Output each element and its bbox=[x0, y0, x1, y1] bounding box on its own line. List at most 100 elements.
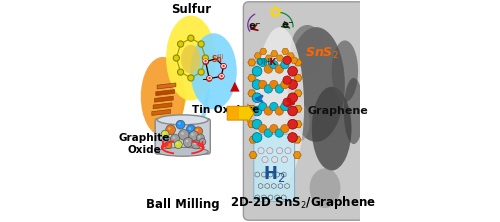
Circle shape bbox=[194, 142, 196, 145]
Ellipse shape bbox=[190, 33, 237, 109]
Circle shape bbox=[178, 41, 184, 47]
Circle shape bbox=[288, 119, 298, 129]
Circle shape bbox=[192, 140, 200, 149]
Circle shape bbox=[258, 125, 267, 133]
Circle shape bbox=[282, 157, 288, 163]
Text: Tin Oxalate: Tin Oxalate bbox=[192, 105, 260, 115]
Text: ▲: ▲ bbox=[230, 79, 240, 92]
Polygon shape bbox=[153, 103, 172, 109]
Circle shape bbox=[252, 80, 262, 89]
Circle shape bbox=[288, 80, 298, 89]
Polygon shape bbox=[276, 55, 283, 61]
Circle shape bbox=[264, 129, 272, 137]
Circle shape bbox=[196, 134, 204, 142]
Circle shape bbox=[194, 127, 202, 136]
Circle shape bbox=[188, 35, 194, 41]
Ellipse shape bbox=[141, 57, 185, 136]
Polygon shape bbox=[152, 109, 171, 115]
Ellipse shape bbox=[291, 25, 324, 73]
Circle shape bbox=[189, 131, 198, 141]
Circle shape bbox=[285, 148, 291, 154]
Text: ✿: ✿ bbox=[268, 5, 281, 20]
Text: 2D-2D SnS$_2$/Graphene: 2D-2D SnS$_2$/Graphene bbox=[230, 194, 376, 211]
Polygon shape bbox=[248, 74, 256, 81]
Circle shape bbox=[275, 107, 283, 115]
Text: ·K: ·K bbox=[266, 58, 277, 67]
Circle shape bbox=[163, 132, 165, 134]
Circle shape bbox=[178, 123, 180, 125]
Circle shape bbox=[288, 93, 298, 103]
Circle shape bbox=[252, 133, 262, 142]
Circle shape bbox=[176, 120, 185, 129]
Circle shape bbox=[264, 107, 272, 115]
Circle shape bbox=[174, 141, 182, 149]
Circle shape bbox=[178, 69, 184, 75]
FancyArrow shape bbox=[228, 106, 239, 120]
Text: Graphite
Oxide: Graphite Oxide bbox=[119, 133, 170, 155]
Circle shape bbox=[283, 56, 292, 64]
Circle shape bbox=[280, 125, 289, 133]
Circle shape bbox=[188, 75, 194, 81]
Circle shape bbox=[181, 132, 184, 135]
Circle shape bbox=[270, 80, 278, 89]
Circle shape bbox=[168, 127, 170, 130]
Circle shape bbox=[252, 106, 262, 116]
Circle shape bbox=[198, 41, 204, 47]
Circle shape bbox=[184, 137, 193, 147]
Circle shape bbox=[188, 127, 191, 130]
Ellipse shape bbox=[344, 78, 364, 144]
Circle shape bbox=[283, 76, 292, 84]
Text: ⁻: ⁻ bbox=[263, 61, 266, 67]
Circle shape bbox=[173, 55, 180, 61]
Circle shape bbox=[252, 93, 262, 103]
Polygon shape bbox=[265, 55, 272, 61]
Circle shape bbox=[258, 148, 264, 154]
Circle shape bbox=[275, 65, 283, 73]
Circle shape bbox=[264, 65, 272, 73]
Circle shape bbox=[196, 129, 198, 131]
Circle shape bbox=[170, 134, 179, 143]
Polygon shape bbox=[249, 152, 257, 159]
Circle shape bbox=[176, 143, 178, 145]
Polygon shape bbox=[293, 152, 301, 159]
Circle shape bbox=[275, 129, 283, 137]
Circle shape bbox=[164, 138, 166, 140]
FancyBboxPatch shape bbox=[155, 119, 210, 154]
Circle shape bbox=[198, 136, 200, 138]
Circle shape bbox=[218, 73, 224, 79]
Circle shape bbox=[165, 142, 172, 149]
Circle shape bbox=[270, 60, 278, 69]
Circle shape bbox=[270, 125, 278, 133]
Circle shape bbox=[258, 102, 267, 111]
Circle shape bbox=[252, 119, 262, 129]
Circle shape bbox=[288, 66, 298, 76]
Text: O: O bbox=[221, 64, 226, 69]
Ellipse shape bbox=[157, 115, 208, 125]
Ellipse shape bbox=[157, 147, 208, 156]
Polygon shape bbox=[288, 53, 294, 59]
Circle shape bbox=[270, 102, 278, 111]
Ellipse shape bbox=[166, 16, 216, 101]
Polygon shape bbox=[294, 121, 302, 128]
Text: O: O bbox=[203, 59, 208, 64]
Text: OH: OH bbox=[255, 58, 270, 67]
Circle shape bbox=[280, 102, 289, 111]
Circle shape bbox=[258, 80, 267, 89]
Polygon shape bbox=[254, 53, 262, 59]
Polygon shape bbox=[154, 96, 173, 102]
Circle shape bbox=[178, 129, 189, 140]
Ellipse shape bbox=[256, 27, 304, 186]
Polygon shape bbox=[157, 83, 176, 89]
Ellipse shape bbox=[332, 40, 358, 102]
Polygon shape bbox=[294, 105, 302, 112]
Polygon shape bbox=[156, 90, 174, 95]
FancyBboxPatch shape bbox=[254, 134, 294, 201]
Circle shape bbox=[276, 148, 282, 154]
Polygon shape bbox=[293, 136, 301, 143]
Circle shape bbox=[267, 148, 273, 154]
Circle shape bbox=[186, 125, 196, 135]
Polygon shape bbox=[294, 59, 302, 66]
Circle shape bbox=[252, 66, 262, 76]
Circle shape bbox=[272, 157, 278, 163]
Polygon shape bbox=[294, 74, 302, 81]
